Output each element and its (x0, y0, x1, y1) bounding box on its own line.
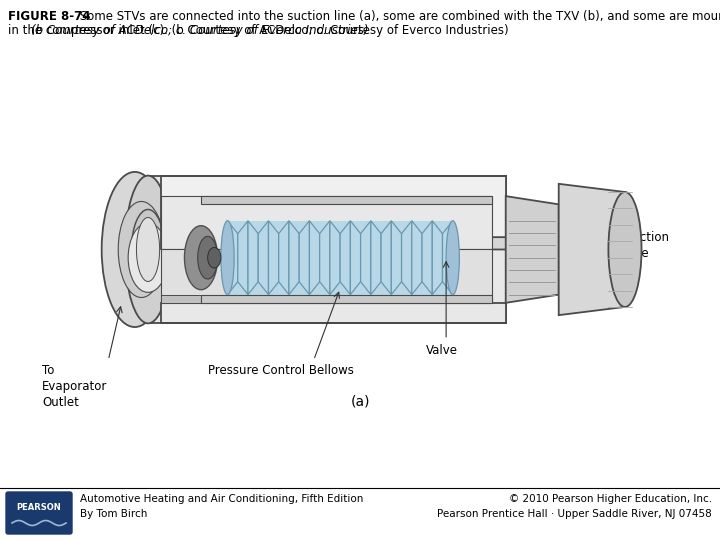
Polygon shape (412, 221, 422, 295)
Polygon shape (161, 303, 505, 323)
Text: To
Evaporator
Outlet: To Evaporator Outlet (42, 364, 107, 409)
Polygon shape (161, 237, 526, 249)
Ellipse shape (221, 221, 234, 295)
Polygon shape (228, 221, 238, 295)
Text: © 2010 Pearson Higher Education, Inc.: © 2010 Pearson Higher Education, Inc. (509, 494, 712, 504)
Polygon shape (381, 221, 391, 295)
Polygon shape (310, 221, 320, 295)
Ellipse shape (198, 237, 217, 279)
Polygon shape (289, 221, 300, 295)
Polygon shape (505, 196, 559, 303)
Polygon shape (391, 221, 402, 295)
Ellipse shape (207, 247, 221, 268)
Polygon shape (258, 221, 269, 295)
Polygon shape (340, 221, 351, 295)
Ellipse shape (102, 172, 168, 327)
Polygon shape (300, 221, 310, 295)
Polygon shape (161, 196, 492, 249)
Polygon shape (320, 221, 330, 295)
Text: Pressure Control Bellows: Pressure Control Bellows (207, 364, 354, 377)
Polygon shape (248, 221, 258, 295)
Ellipse shape (132, 210, 165, 289)
Text: By Tom Birch: By Tom Birch (80, 509, 148, 519)
Text: Valve: Valve (426, 344, 458, 357)
Polygon shape (201, 196, 492, 204)
Polygon shape (402, 221, 412, 295)
Ellipse shape (118, 201, 165, 298)
Polygon shape (201, 295, 492, 303)
Polygon shape (361, 221, 371, 295)
Text: Pearson Prentice Hall · Upper Saddle River, NJ 07458: Pearson Prentice Hall · Upper Saddle Riv… (437, 509, 712, 519)
Text: To
Suction
Line: To Suction Line (625, 215, 669, 260)
Polygon shape (422, 221, 432, 295)
Polygon shape (443, 221, 453, 295)
Polygon shape (371, 221, 381, 295)
Polygon shape (351, 221, 361, 295)
Polygon shape (269, 221, 279, 295)
Ellipse shape (608, 192, 642, 307)
FancyBboxPatch shape (6, 492, 72, 534)
Text: FIGURE 8-74: FIGURE 8-74 (8, 10, 91, 23)
Text: (a): (a) (350, 394, 370, 408)
Text: Some STVs are connected into the suction line (a), some are combined with the TX: Some STVs are connected into the suction… (76, 10, 720, 23)
Polygon shape (559, 184, 625, 315)
Ellipse shape (446, 221, 459, 295)
Ellipse shape (128, 223, 168, 292)
Polygon shape (161, 295, 201, 303)
Polygon shape (148, 176, 505, 323)
Ellipse shape (137, 218, 160, 281)
Polygon shape (161, 249, 492, 303)
Text: Automotive Heating and Air Conditioning, Fifth Edition: Automotive Heating and Air Conditioning,… (80, 494, 364, 504)
Polygon shape (238, 221, 248, 295)
Ellipse shape (184, 226, 217, 289)
Polygon shape (432, 221, 443, 295)
Polygon shape (228, 221, 453, 295)
Polygon shape (161, 176, 505, 249)
Polygon shape (279, 221, 289, 295)
Text: PEARSON: PEARSON (17, 503, 61, 512)
Text: (b Courtesy of ACDelco; c. Courtesy of Everco Industries): (b Courtesy of ACDelco; c. Courtesy of E… (31, 24, 369, 37)
Text: in the compressor inlet (c). (b Courtesy of ACDelco; c. Courtesy of Everco Indus: in the compressor inlet (c). (b Courtesy… (8, 24, 508, 37)
Polygon shape (330, 221, 340, 295)
Ellipse shape (125, 176, 171, 323)
